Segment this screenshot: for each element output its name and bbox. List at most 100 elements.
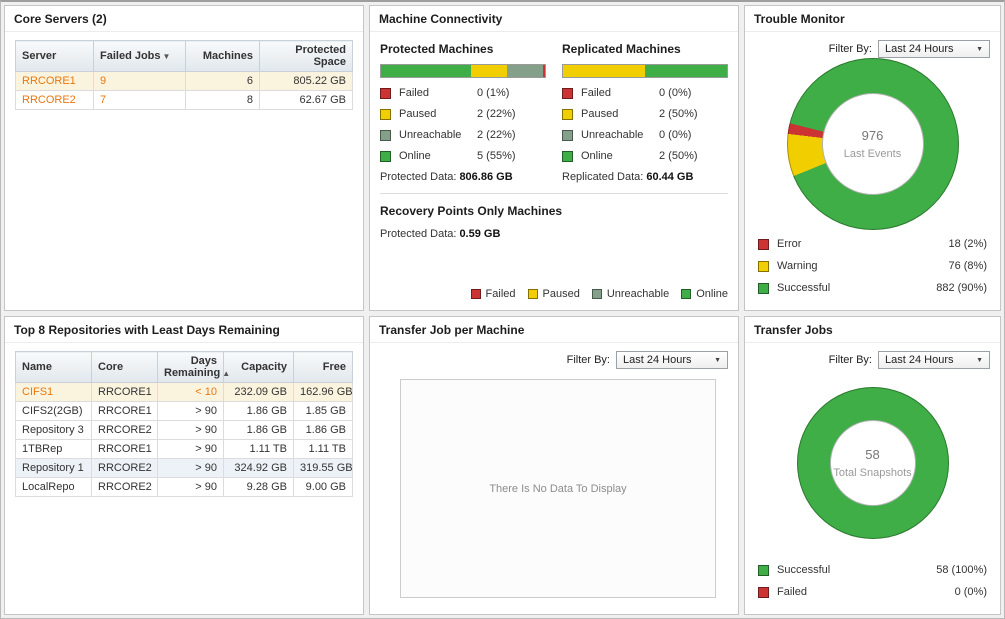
cell-capacity: 232.09 GB bbox=[223, 382, 294, 402]
cell-repo-name[interactable]: CIFS2(2GB) bbox=[15, 401, 92, 421]
legend-label: Warning bbox=[777, 260, 818, 272]
cell-core: RRCORE2 bbox=[91, 458, 158, 478]
legend-item: Online bbox=[681, 288, 728, 300]
chevron-down-icon: ▼ bbox=[976, 45, 983, 53]
cell-repo-name[interactable]: LocalRepo bbox=[15, 477, 92, 497]
filter-select[interactable]: Last 24 Hours ▼ bbox=[616, 351, 728, 369]
protected-machines-section: Protected Machines Failed 0 (1%) Paused … bbox=[380, 40, 546, 183]
legend-label: Failed bbox=[777, 586, 807, 598]
legend-label: Successful bbox=[777, 564, 831, 576]
legend-item: Paused bbox=[527, 288, 580, 300]
cell-days-remaining: > 90 bbox=[157, 458, 224, 478]
cell-failed-jobs: 9 bbox=[93, 71, 186, 91]
cell-core: RRCORE1 bbox=[91, 401, 158, 421]
cell-core: RRCORE2 bbox=[91, 420, 158, 440]
cell-repo-name[interactable]: CIFS1 bbox=[15, 382, 92, 402]
filter-select[interactable]: Last 24 Hours ▼ bbox=[878, 351, 990, 369]
table-row[interactable]: CIFS2(2GB) RRCORE1 > 90 1.86 GB 1.85 GB bbox=[15, 401, 353, 421]
table-row[interactable]: 1TBRep RRCORE1 > 90 1.11 TB 1.11 TB bbox=[15, 439, 353, 459]
filter-row: Filter By: Last 24 Hours ▼ bbox=[755, 351, 990, 369]
error-swatch-icon bbox=[758, 238, 769, 250]
legend-item: Failed 0 (0%) bbox=[562, 87, 728, 99]
column-label: Core bbox=[98, 361, 124, 373]
cell-protected-space: 62.67 GB bbox=[259, 90, 353, 110]
table-row[interactable]: Repository 3 RRCORE2 > 90 1.86 GB 1.86 G… bbox=[15, 420, 353, 440]
legend-item: Online 2 (50%) bbox=[562, 150, 728, 162]
cell-server-link[interactable]: RRCORE2 bbox=[15, 90, 94, 110]
donut-center: 58 Total Snapshots bbox=[829, 419, 916, 506]
legend-label: Error bbox=[777, 238, 802, 250]
column-label: Machines bbox=[202, 50, 253, 62]
legend-item: Successful 58 (100%) bbox=[758, 564, 987, 576]
panel-title-core-servers: Core Servers (2) bbox=[5, 6, 363, 32]
column-header-free[interactable]: Free bbox=[293, 351, 353, 383]
column-header-name[interactable]: Name bbox=[15, 351, 92, 383]
recovery-points-data-line: Protected Data: 0.59 GB bbox=[380, 228, 728, 240]
cell-repo-name[interactable]: Repository 3 bbox=[15, 420, 92, 440]
legend-value: 2 (50%) bbox=[659, 150, 698, 162]
legend-label: Unreachable bbox=[399, 129, 462, 141]
filter-selected-value: Last 24 Hours bbox=[623, 354, 692, 366]
no-data-message: There Is No Data To Display bbox=[489, 482, 627, 495]
legend-label: Successful bbox=[777, 282, 831, 294]
legend-item: Failed bbox=[470, 288, 516, 300]
legend-value: 882 (90%) bbox=[936, 282, 987, 294]
donut-center-label: Last Events bbox=[843, 148, 902, 160]
table-row[interactable]: LocalRepo RRCORE2 > 90 9.28 GB 9.00 GB bbox=[15, 477, 353, 497]
column-header-machines[interactable]: Machines bbox=[185, 40, 260, 72]
sort-descending-icon: ▼ bbox=[162, 52, 171, 61]
column-header-failed-jobs[interactable]: Failed Jobs ▼ bbox=[93, 40, 186, 72]
cell-repo-name[interactable]: Repository 1 bbox=[15, 458, 92, 478]
filter-row: Filter By: Last 24 Hours ▼ bbox=[380, 351, 728, 369]
paused-swatch-icon bbox=[527, 289, 538, 299]
legend-value: 2 (50%) bbox=[659, 108, 698, 120]
cell-free: 1.86 GB bbox=[293, 420, 353, 440]
legend-item: Failed 0 (1%) bbox=[380, 87, 546, 99]
transfer-jobs-legend: Successful 58 (100%) Failed 0 (0%) bbox=[755, 552, 990, 606]
chevron-down-icon: ▼ bbox=[714, 356, 721, 364]
failed-swatch-icon bbox=[470, 289, 481, 299]
legend-label: Unreachable bbox=[581, 129, 644, 141]
legend-value: 5 (55%) bbox=[477, 150, 516, 162]
legend-value: 0 (0%) bbox=[659, 87, 692, 99]
replicated-machines-section: Replicated Machines Failed 0 (0%) Paused… bbox=[562, 40, 728, 183]
recovery-points-heading: Recovery Points Only Machines bbox=[380, 204, 563, 218]
legend-value: 76 (8%) bbox=[948, 260, 987, 272]
column-header-core[interactable]: Core bbox=[91, 351, 158, 383]
column-header-server[interactable]: Server bbox=[15, 40, 94, 72]
donut-center: 976 Last Events bbox=[821, 93, 924, 195]
cell-server-link[interactable]: RRCORE1 bbox=[15, 71, 94, 91]
cell-days-remaining: > 90 bbox=[157, 439, 224, 459]
replicated-machines-status-bar bbox=[562, 64, 728, 78]
legend-value: 0 (0%) bbox=[659, 129, 692, 141]
cell-capacity: 1.11 TB bbox=[223, 439, 294, 459]
table-row[interactable]: RRCORE2 7 8 62.67 GB bbox=[15, 90, 353, 110]
donut-center-value: 58 bbox=[865, 446, 880, 462]
table-row[interactable]: Repository 1 RRCORE2 > 90 324.92 GB 319.… bbox=[15, 458, 353, 478]
online-swatch-icon bbox=[681, 289, 692, 299]
legend-item: Unreachable 2 (22%) bbox=[380, 129, 546, 141]
panel-title-transfer-jobs: Transfer Jobs bbox=[745, 317, 1000, 343]
cell-capacity: 324.92 GB bbox=[223, 458, 294, 478]
failed-swatch-icon bbox=[380, 87, 391, 99]
failed-swatch-icon bbox=[562, 87, 573, 99]
table-row[interactable]: CIFS1 RRCORE1 < 10 232.09 GB 162.96 GB bbox=[15, 382, 353, 402]
cell-repo-name[interactable]: 1TBRep bbox=[15, 439, 92, 459]
panel-title-repositories: Top 8 Repositories with Least Days Remai… bbox=[5, 317, 363, 343]
cell-days-remaining: > 90 bbox=[157, 477, 224, 497]
column-header-days-remaining[interactable]: Days Remaining ▲ bbox=[157, 351, 230, 383]
legend-value: 0 (0%) bbox=[954, 586, 987, 598]
legend-value: 0 (1%) bbox=[477, 87, 510, 99]
paused-swatch-icon bbox=[380, 108, 391, 120]
filter-select[interactable]: Last 24 Hours ▼ bbox=[878, 40, 990, 58]
table-row[interactable]: RRCORE1 9 6 805.22 GB bbox=[15, 71, 353, 91]
table-header-row: Name Core Days Remaining ▲ Capacity Free bbox=[15, 351, 353, 383]
transfer-jobs-donut-chart: 58 Total Snapshots bbox=[796, 386, 949, 539]
column-header-capacity[interactable]: Capacity bbox=[223, 351, 294, 383]
cell-days-remaining: > 90 bbox=[157, 420, 224, 440]
legend-label: Unreachable bbox=[606, 288, 670, 300]
filter-label: Filter By: bbox=[566, 354, 610, 366]
column-header-protected-space[interactable]: Protected Space bbox=[259, 40, 353, 72]
donut-center-value: 976 bbox=[861, 128, 884, 143]
